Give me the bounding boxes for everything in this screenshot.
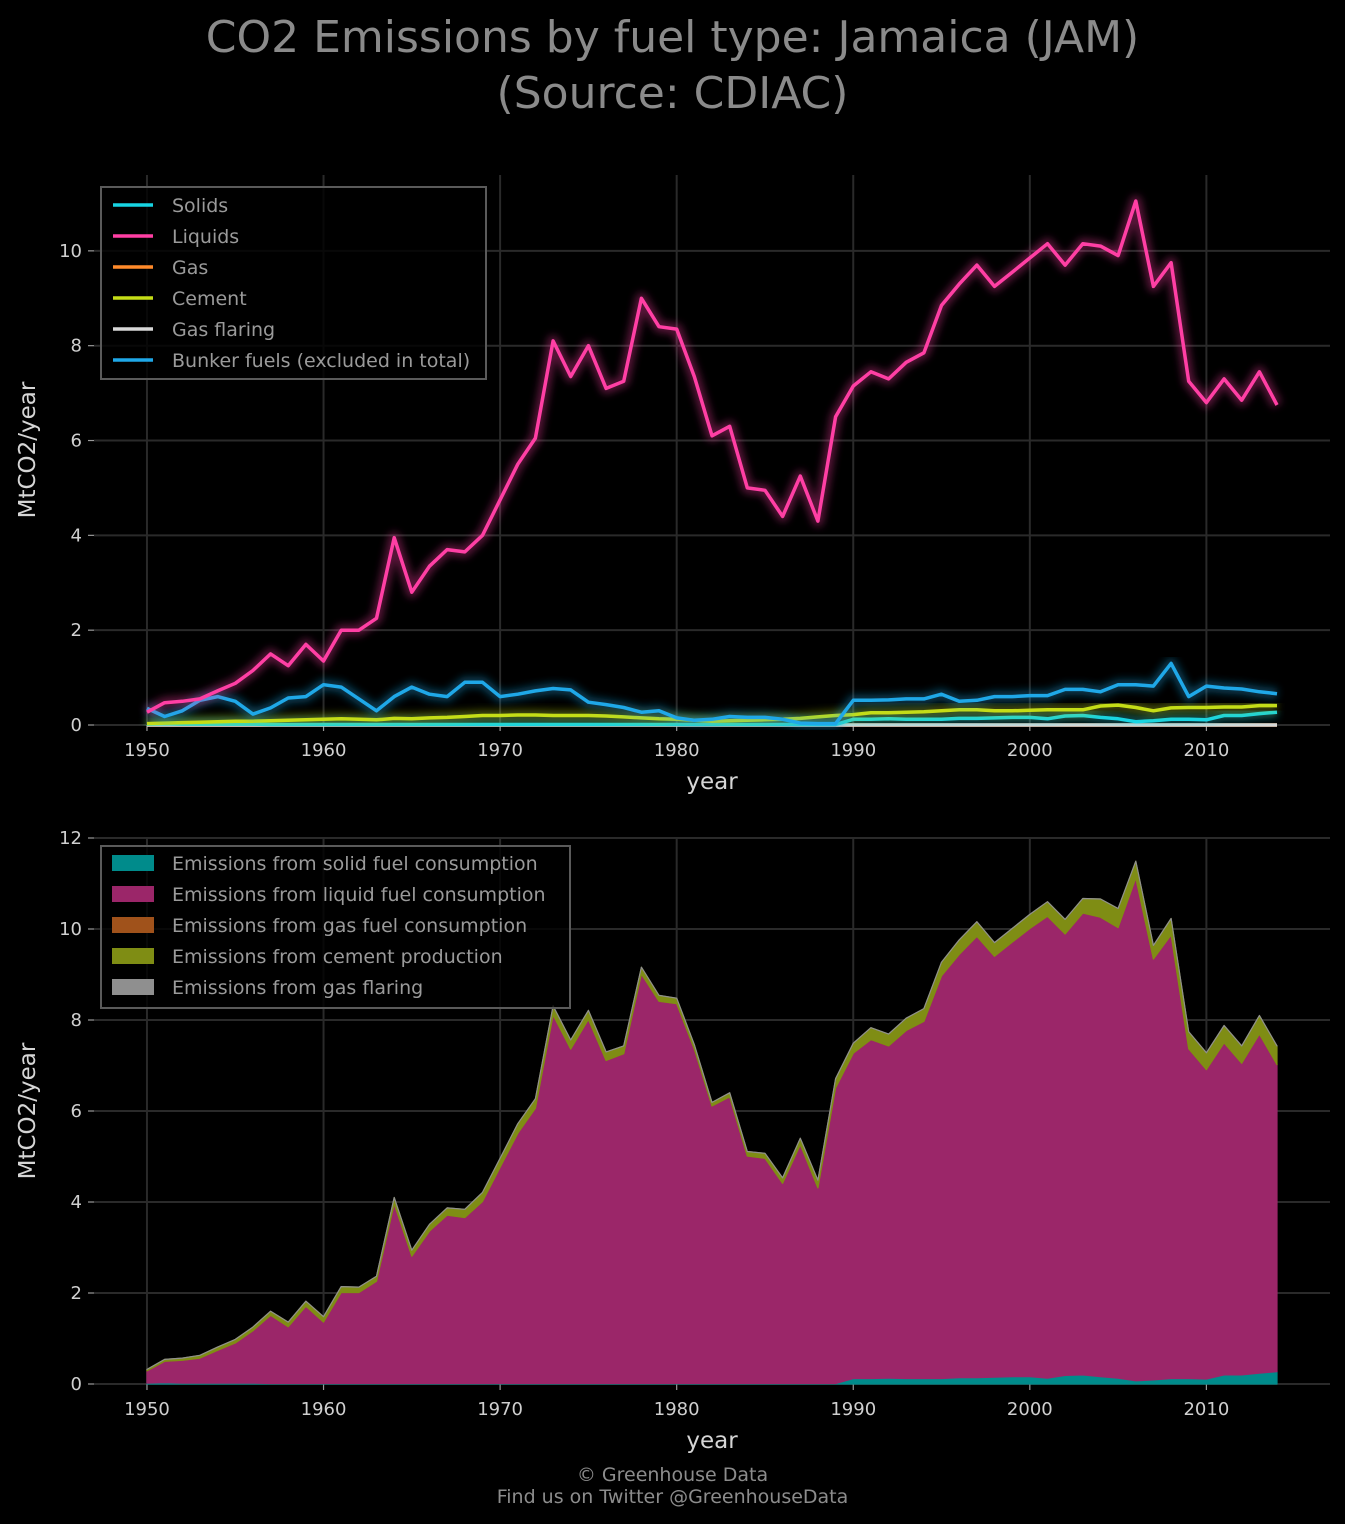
y-tick-label: 2 xyxy=(71,1283,82,1304)
y-tick-label: 0 xyxy=(71,1374,82,1395)
x-tick-label: 2010 xyxy=(1183,740,1229,761)
legend-swatch xyxy=(112,948,154,964)
x-tick-label: 1950 xyxy=(124,740,170,761)
legend-label-cement: Emissions from cement production xyxy=(172,946,503,968)
legend-label-liquids: Liquids xyxy=(172,226,239,248)
legend-label-solids: Solids xyxy=(172,195,228,217)
x-tick-label: 2000 xyxy=(1007,1399,1053,1420)
y-tick-label: 6 xyxy=(71,1101,82,1122)
x-tick-label: 2000 xyxy=(1007,740,1053,761)
x-tick-label: 1990 xyxy=(830,740,876,761)
x-tick-label: 1970 xyxy=(477,1399,523,1420)
x-tick-label: 1960 xyxy=(301,740,347,761)
legend-label-cement: Cement xyxy=(172,288,247,310)
y-tick-label: 6 xyxy=(71,431,82,452)
series-line xyxy=(146,661,1278,726)
y-axis-label: MtCO2/year xyxy=(15,1042,41,1179)
series-line xyxy=(146,199,1279,714)
y-tick-label: 4 xyxy=(71,1192,82,1213)
x-tick-label: 1970 xyxy=(477,740,523,761)
legend-label-gas-flaring: Gas flaring xyxy=(172,319,275,341)
legend-box xyxy=(100,845,571,1009)
area-gas-flaring xyxy=(146,860,1278,1371)
legend-box xyxy=(100,186,487,380)
x-axis-label: year xyxy=(686,1428,738,1454)
x-tick-label: 2010 xyxy=(1183,1399,1229,1420)
legend-label-gas: Emissions from gas fuel consumption xyxy=(172,915,527,937)
line-chart: 1950 1960 1970 1980 1990 2000 2010 0 2 4 6 8 10 year M… xyxy=(15,175,1330,795)
x-axis-label: year xyxy=(686,769,738,795)
legend-label-gas-flaring: Emissions from gas flaring xyxy=(172,977,423,999)
legend-label-bunker-fuels-excluded-in-total: Bunker fuels (excluded in total) xyxy=(172,350,470,372)
series-bunker-fuels-excluded-in-total xyxy=(144,657,1278,730)
legend-label-liquids: Emissions from liquid fuel consumption xyxy=(172,884,546,906)
y-axis-label: MtCO2/year xyxy=(15,381,41,518)
legend-swatch xyxy=(112,855,154,871)
legend-label-solids: Emissions from solid fuel consumption xyxy=(172,853,538,875)
copyright-text: © Greenhouse Data xyxy=(576,1464,769,1486)
y-tick-label: 8 xyxy=(71,1010,82,1031)
y-tick-label: 2 xyxy=(71,620,82,641)
stacked-area-chart: 1950 1960 1970 1980 1990 2000 2010 0 2 4 6 8 10 12 yea… xyxy=(15,828,1330,1454)
x-tick-label: 1990 xyxy=(830,1399,876,1420)
chart-subtitle: (Source: CDIAC) xyxy=(496,68,849,119)
twitter-credit: Find us on Twitter @GreenhouseData xyxy=(496,1486,849,1508)
x-tick-label: 1960 xyxy=(301,1399,347,1420)
legend-swatch xyxy=(112,917,154,933)
legend: Emissions from solid fuel consumption Emi… xyxy=(100,845,571,1009)
legend-label-gas: Gas xyxy=(172,257,208,279)
x-tick-label: 1950 xyxy=(124,1399,170,1420)
y-tick-label: 10 xyxy=(59,241,82,262)
legend-swatch xyxy=(112,979,154,995)
x-tick-label: 1980 xyxy=(654,740,700,761)
chart-title: CO2 Emissions by fuel type: Jamaica (JAM… xyxy=(205,12,1140,63)
y-tick-label: 8 xyxy=(71,336,82,357)
y-tick-label: 4 xyxy=(71,525,82,546)
series-liquids xyxy=(144,195,1282,718)
y-tick-label: 12 xyxy=(59,828,82,849)
y-tick-label: 10 xyxy=(59,919,82,940)
legend: Solids Liquids Gas Cement Gas flaring Bunker … xyxy=(100,186,487,380)
y-tick-label: 0 xyxy=(71,715,82,736)
legend-swatch xyxy=(112,886,154,902)
x-tick-label: 1980 xyxy=(654,1399,700,1420)
